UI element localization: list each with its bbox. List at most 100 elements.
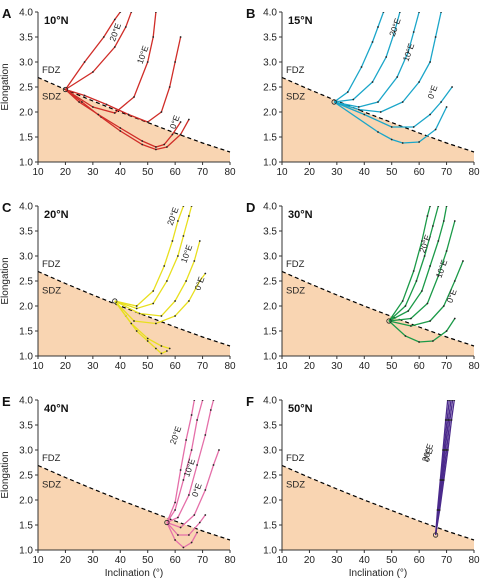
series-point (450, 400, 452, 401)
series-point (450, 419, 453, 421)
fdz-label: FDZ (42, 65, 61, 76)
x-tick-label: 30 (331, 555, 343, 566)
y-tick-label: 3.5 (263, 33, 277, 44)
series-point (160, 352, 163, 355)
series-point (218, 449, 220, 451)
longitude-label: 0°E (192, 275, 206, 292)
y-tick-label: 3.0 (19, 446, 33, 457)
series-point (97, 113, 100, 116)
y-tick-label: 1.5 (19, 327, 33, 338)
series-point (92, 106, 94, 108)
y-tick-label: 2.5 (19, 471, 33, 482)
series-point (174, 315, 177, 317)
series-point (130, 322, 133, 325)
series-point (436, 509, 439, 511)
series-point (401, 101, 404, 103)
series-group (64, 12, 190, 151)
series-point (188, 494, 190, 496)
series-line (434, 400, 449, 536)
series-point (412, 126, 415, 128)
sdz-label: SDZ (42, 286, 61, 297)
y-tick-label: 4.0 (19, 396, 33, 407)
series-group (166, 400, 220, 549)
series-point (418, 341, 420, 343)
series-point (160, 315, 163, 317)
series-point (188, 118, 190, 121)
y-tick-label: 2.5 (263, 277, 277, 288)
series-point (177, 255, 179, 257)
series-point (404, 305, 407, 307)
x-tick-label: 70 (441, 167, 453, 178)
series-point (155, 322, 157, 325)
x-tick-label: 80 (468, 167, 480, 178)
series-line (166, 400, 195, 523)
x-tick-label: 60 (170, 361, 182, 372)
series-point (446, 419, 448, 421)
series-point (429, 320, 431, 322)
series-point (442, 305, 445, 307)
panel-c: 10 20 30 40 50 60 70 80 1.0 1.5 2.0 2.5 3.0 3.5 4.0 FDZ… (0, 200, 236, 372)
series-point (377, 131, 379, 133)
series-point (445, 206, 448, 207)
x-tick-label: 10 (32, 361, 44, 372)
series-point (177, 220, 179, 222)
series-line (388, 318, 456, 343)
series-point (407, 51, 410, 53)
series-point (429, 113, 431, 116)
y-tick-label: 3.0 (263, 252, 277, 263)
x-tick-label: 30 (87, 361, 99, 372)
series-point (190, 541, 193, 544)
series-point (407, 310, 410, 312)
longitude-label: 20°E (168, 425, 184, 446)
series-line (114, 206, 193, 310)
y-tick-label: 4.0 (263, 202, 277, 213)
y-tick-label: 1.0 (19, 158, 33, 169)
series-point (193, 514, 196, 516)
x-tick-label: 20 (304, 555, 316, 566)
y-tick-label: 2.5 (19, 277, 33, 288)
series-point (182, 235, 185, 237)
x-tick-label: 40 (359, 167, 371, 178)
series-point (418, 141, 420, 143)
series-line (166, 400, 204, 523)
series-point (437, 275, 440, 277)
series-point (174, 539, 177, 541)
series-point (119, 127, 122, 129)
longitude-label: 10°E (401, 42, 417, 63)
y-axis-label: Elongation (0, 451, 11, 498)
series-point (448, 400, 451, 401)
series-point (445, 449, 448, 451)
series-point (179, 469, 182, 471)
series-point (201, 400, 204, 401)
series-point (152, 36, 155, 38)
series-point (429, 206, 431, 207)
panel-title: 50°N (288, 403, 313, 415)
series-point (363, 113, 366, 116)
series-point (421, 290, 423, 292)
series-point (437, 206, 440, 207)
panel-letter: C (2, 200, 12, 215)
series-point (179, 121, 182, 123)
fdz-label: FDZ (42, 453, 61, 464)
series-point (390, 138, 393, 141)
series-point (160, 111, 163, 113)
x-axis-label: Inclination (°) (105, 568, 163, 579)
y-tick-label: 2.0 (19, 302, 33, 313)
panel-e: 10 20 30 40 50 60 70 80 1.0 1.5 2.0 2.5 3.0 3.5 4.0 FDZ… (0, 394, 236, 579)
series-point (146, 61, 149, 63)
x-tick-label: 10 (32, 167, 44, 178)
y-tick-label: 2.5 (263, 471, 277, 482)
series-point (83, 94, 86, 97)
series-point (357, 108, 360, 111)
series-point (444, 419, 447, 421)
series-point (113, 18, 116, 21)
sdz-label: SDZ (286, 480, 305, 491)
series-point (130, 12, 133, 13)
y-tick-label: 3.0 (19, 58, 33, 69)
series-point (81, 101, 83, 103)
series-point (102, 36, 105, 38)
x-tick-label: 30 (87, 167, 99, 178)
series-point (174, 61, 177, 63)
series-point (371, 41, 374, 43)
series-point (453, 317, 456, 320)
